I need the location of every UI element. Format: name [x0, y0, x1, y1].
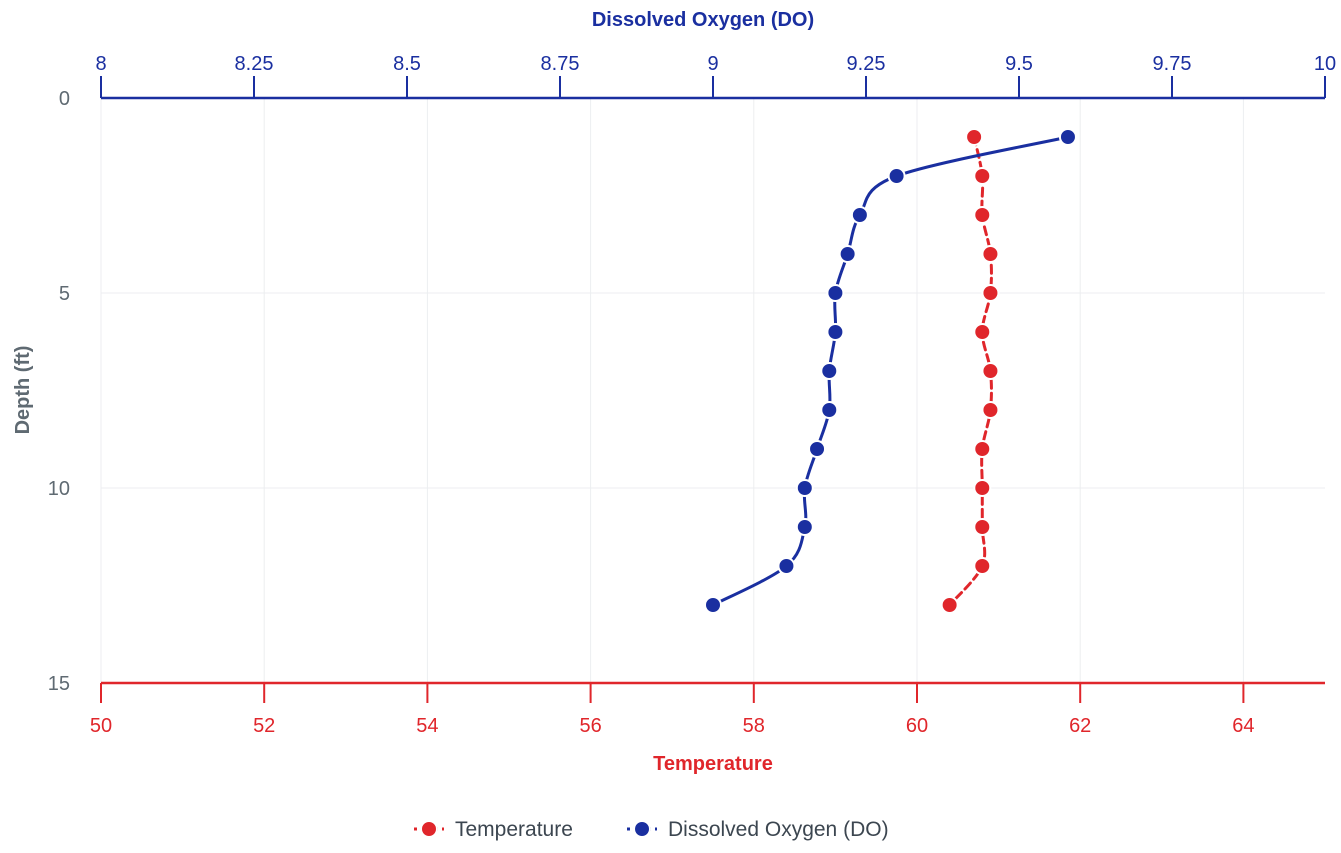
- bottom-axis-tick-label: 56: [579, 715, 601, 737]
- data-point-dissolved-oxygen[interactable]: [887, 167, 906, 185]
- top-axis-tick-label: 8.25: [235, 53, 274, 75]
- bottom-axis-tick-label: 58: [743, 715, 765, 737]
- bottom-axis-tick-label: 64: [1232, 715, 1254, 737]
- top-axis-tick-label: 8: [95, 53, 106, 75]
- series-dissolved-oxygen: [704, 128, 1077, 614]
- left-axis-tick-label: 5: [59, 283, 70, 305]
- data-point-temperature[interactable]: [981, 245, 1000, 263]
- data-point-temperature[interactable]: [973, 479, 992, 497]
- left-axis-tick-label: 0: [59, 88, 70, 110]
- bottom-axis-tick-label: 52: [253, 715, 275, 737]
- data-point-temperature[interactable]: [973, 557, 992, 575]
- legend-label-temperature: Temperature: [455, 818, 573, 841]
- top-axis-tick-label: 10: [1314, 53, 1336, 75]
- data-point-dissolved-oxygen[interactable]: [808, 440, 827, 458]
- top-axis-tick-label: 9.25: [847, 53, 886, 75]
- top-axis-tick-label: 9: [707, 53, 718, 75]
- series: [704, 128, 1077, 614]
- left-axis-tick-label: 10: [48, 478, 70, 500]
- data-point-temperature[interactable]: [981, 362, 1000, 380]
- left-axis-title: Depth (ft): [12, 346, 34, 435]
- data-point-dissolved-oxygen[interactable]: [795, 479, 814, 497]
- data-point-temperature[interactable]: [973, 440, 992, 458]
- legend-marker-dissolved-oxygen: [633, 820, 651, 838]
- legend-item-dissolved-oxygen[interactable]: Dissolved Oxygen (DO): [627, 818, 889, 841]
- bottom-axis-tick-label: 62: [1069, 715, 1091, 737]
- grid: [100, 97, 1325, 684]
- data-point-dissolved-oxygen[interactable]: [820, 401, 839, 419]
- data-point-temperature[interactable]: [965, 128, 984, 146]
- data-point-temperature[interactable]: [973, 518, 992, 536]
- data-point-temperature[interactable]: [981, 284, 1000, 302]
- top-axis-title: Dissolved Oxygen (DO): [592, 9, 814, 31]
- top-axis-tick-label: 8.5: [393, 53, 421, 75]
- legend-label-dissolved-oxygen: Dissolved Oxygen (DO): [668, 818, 889, 841]
- bottom-axis-title: Temperature: [653, 753, 773, 775]
- data-point-dissolved-oxygen[interactable]: [795, 518, 814, 536]
- data-point-dissolved-oxygen[interactable]: [838, 245, 857, 263]
- left-axis-tick-label: 15: [48, 673, 70, 695]
- top-axis-tick-label: 8.75: [541, 53, 580, 75]
- series-temperature: [940, 128, 1000, 614]
- legend: Temperature Dissolved Oxygen (DO): [414, 818, 889, 841]
- data-point-temperature[interactable]: [981, 401, 1000, 419]
- data-point-dissolved-oxygen[interactable]: [850, 206, 869, 224]
- data-point-dissolved-oxygen[interactable]: [826, 323, 845, 341]
- data-point-dissolved-oxygen[interactable]: [704, 596, 722, 614]
- top-axis-tick-label: 9.5: [1005, 53, 1033, 75]
- data-point-dissolved-oxygen[interactable]: [1058, 128, 1077, 146]
- data-point-temperature[interactable]: [973, 323, 992, 341]
- data-point-temperature[interactable]: [973, 167, 992, 185]
- legend-marker-temperature: [420, 820, 438, 838]
- series-line-dissolved-oxygen: [711, 135, 1070, 607]
- data-point-temperature[interactable]: [940, 596, 959, 614]
- bottom-axis-tick-label: 50: [90, 715, 112, 737]
- data-point-dissolved-oxygen[interactable]: [777, 557, 796, 575]
- data-point-dissolved-oxygen[interactable]: [826, 284, 845, 302]
- data-point-temperature[interactable]: [973, 206, 992, 224]
- bottom-axis-tick-label: 54: [416, 715, 438, 737]
- data-point-dissolved-oxygen[interactable]: [820, 362, 839, 380]
- bottom-axis-tick-label: 60: [906, 715, 928, 737]
- legend-item-temperature[interactable]: Temperature: [414, 818, 573, 841]
- top-axis-tick-label: 9.75: [1153, 53, 1192, 75]
